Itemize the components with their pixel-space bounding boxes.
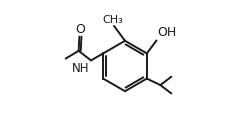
Text: CH₃: CH₃ xyxy=(102,15,123,25)
Text: NH: NH xyxy=(72,62,90,75)
Text: OH: OH xyxy=(157,26,176,39)
Text: O: O xyxy=(76,23,85,36)
